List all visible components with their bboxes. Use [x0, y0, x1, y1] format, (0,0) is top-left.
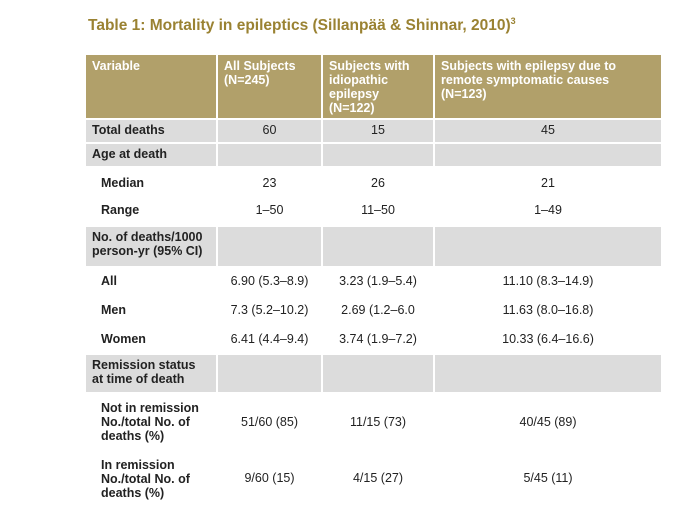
table-row: No. of deaths/1000 person-yr (95% CI)	[86, 226, 661, 268]
table-row: Not in remission No./total No. of deaths…	[86, 393, 661, 452]
row-label: Women	[86, 325, 218, 355]
table-row: In remission No./total No. of deaths (%)…	[86, 451, 661, 506]
cell-value: 9/60 (15)	[217, 451, 323, 506]
cell-value: 15	[322, 119, 435, 144]
cell-value: 3.74 (1.9–7.2)	[322, 325, 435, 355]
section-label: Remission status at time of death	[86, 354, 218, 394]
row-label: In remission No./total No. of deaths (%)	[86, 451, 218, 506]
cell-value: 7.3 (5.2–10.2)	[217, 296, 323, 326]
cell-value: 51/60 (85)	[217, 393, 323, 452]
cell-value: 6.90 (5.3–8.9)	[217, 267, 323, 297]
row-label: Not in remission No./total No. of deaths…	[86, 393, 218, 452]
cell-value: 11–50	[322, 199, 435, 227]
cell-value: 1–50	[217, 199, 323, 227]
table-row: All 6.90 (5.3–8.9) 3.23 (1.9–5.4) 11.10 …	[86, 267, 661, 297]
cell-value: 21	[434, 167, 661, 200]
table-row: Men 7.3 (5.2–10.2) 2.69 (1.2–6.0 11.63 (…	[86, 296, 661, 326]
header-all-subjects: All Subjects (N=245)	[217, 55, 323, 120]
row-label: Range	[86, 199, 218, 227]
cell-value: 11.10 (8.3–14.9)	[434, 267, 661, 297]
cell-value: 3.23 (1.9–5.4)	[322, 267, 435, 297]
footnote-reference: 3	[510, 15, 516, 26]
table-row: Remission status at time of death	[86, 354, 661, 394]
cell-value: 1–49	[434, 199, 661, 227]
table-header-row: Variable All Subjects (N=245) Subjects w…	[86, 55, 661, 120]
cell-value: 60	[217, 119, 323, 144]
row-label: Men	[86, 296, 218, 326]
table-row: Range 1–50 11–50 1–49	[86, 199, 661, 227]
cell-value: 45	[434, 119, 661, 144]
header-idiopathic: Subjects with idiopathic epilepsy (N=122…	[322, 55, 435, 120]
table-title: Table 1: Mortality in epileptics (Sillan…	[88, 15, 516, 34]
section-label: No. of deaths/1000 person-yr (95% CI)	[86, 226, 218, 268]
row-label: Median	[86, 167, 218, 200]
row-label: Total deaths	[86, 119, 218, 144]
table-row: Median 23 26 21	[86, 167, 661, 200]
cell-value: 2.69 (1.2–6.0	[322, 296, 435, 326]
mortality-table: Variable All Subjects (N=245) Subjects w…	[86, 55, 661, 506]
cell-value: 11/15 (73)	[322, 393, 435, 452]
cell-value: 10.33 (6.4–16.6)	[434, 325, 661, 355]
cell-value: 40/45 (89)	[434, 393, 661, 452]
row-label: All	[86, 267, 218, 297]
table-row: Age at death	[86, 143, 661, 168]
cell-value: 5/45 (11)	[434, 451, 661, 506]
cell-value: 4/15 (27)	[322, 451, 435, 506]
header-remote-symptomatic: Subjects with epilepsy due to remote sym…	[434, 55, 661, 120]
cell-value: 23	[217, 167, 323, 200]
cell-value: 26	[322, 167, 435, 200]
section-label: Age at death	[86, 143, 218, 168]
cell-value: 6.41 (4.4–9.4)	[217, 325, 323, 355]
table-row: Total deaths 60 15 45	[86, 119, 661, 144]
cell-value: 11.63 (8.0–16.8)	[434, 296, 661, 326]
header-variable: Variable	[86, 55, 218, 120]
table-row: Women 6.41 (4.4–9.4) 3.74 (1.9–7.2) 10.3…	[86, 325, 661, 355]
